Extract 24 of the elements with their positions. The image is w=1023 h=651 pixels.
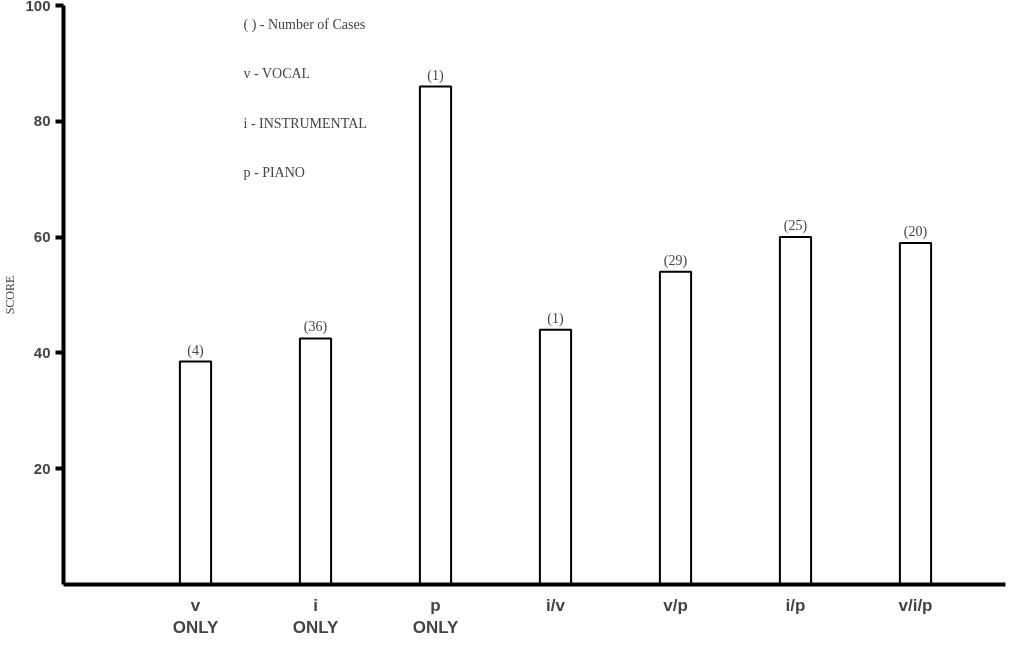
x-tick-label: v/p [663, 595, 688, 615]
annotation: (36) [303, 319, 328, 336]
y-tick-label: 40 [33, 343, 51, 361]
x-tick-label: i/p [785, 595, 806, 615]
y-tick-label: 100 [25, 0, 51, 14]
annotation: (25) [783, 218, 808, 235]
y-axis-title: SCORE [3, 275, 18, 315]
y-tick-label: 60 [33, 228, 51, 246]
annotation: (1) [427, 67, 444, 84]
annotation: (4) [187, 342, 204, 359]
annotation: v - VOCAL [243, 66, 311, 82]
y-tick-label: 20 [33, 459, 51, 477]
annotation: (1) [547, 310, 564, 327]
annotation: ( ) - Number of Cases [243, 17, 366, 34]
x-tick-label: v ONLY [172, 595, 219, 638]
annotation: (29) [663, 252, 688, 269]
x-tick-label: i/v [546, 595, 566, 615]
annotation: i - INSTRUMENTAL [243, 115, 367, 131]
x-tick-label: v/i/p [898, 595, 933, 615]
x-tick-label: i ONLY [292, 595, 339, 638]
x-tick-label: p ONLY [412, 595, 459, 638]
y-tick-label: 80 [33, 112, 51, 130]
annotation: (20) [903, 223, 928, 240]
annotation: p - PIANO [243, 164, 305, 180]
